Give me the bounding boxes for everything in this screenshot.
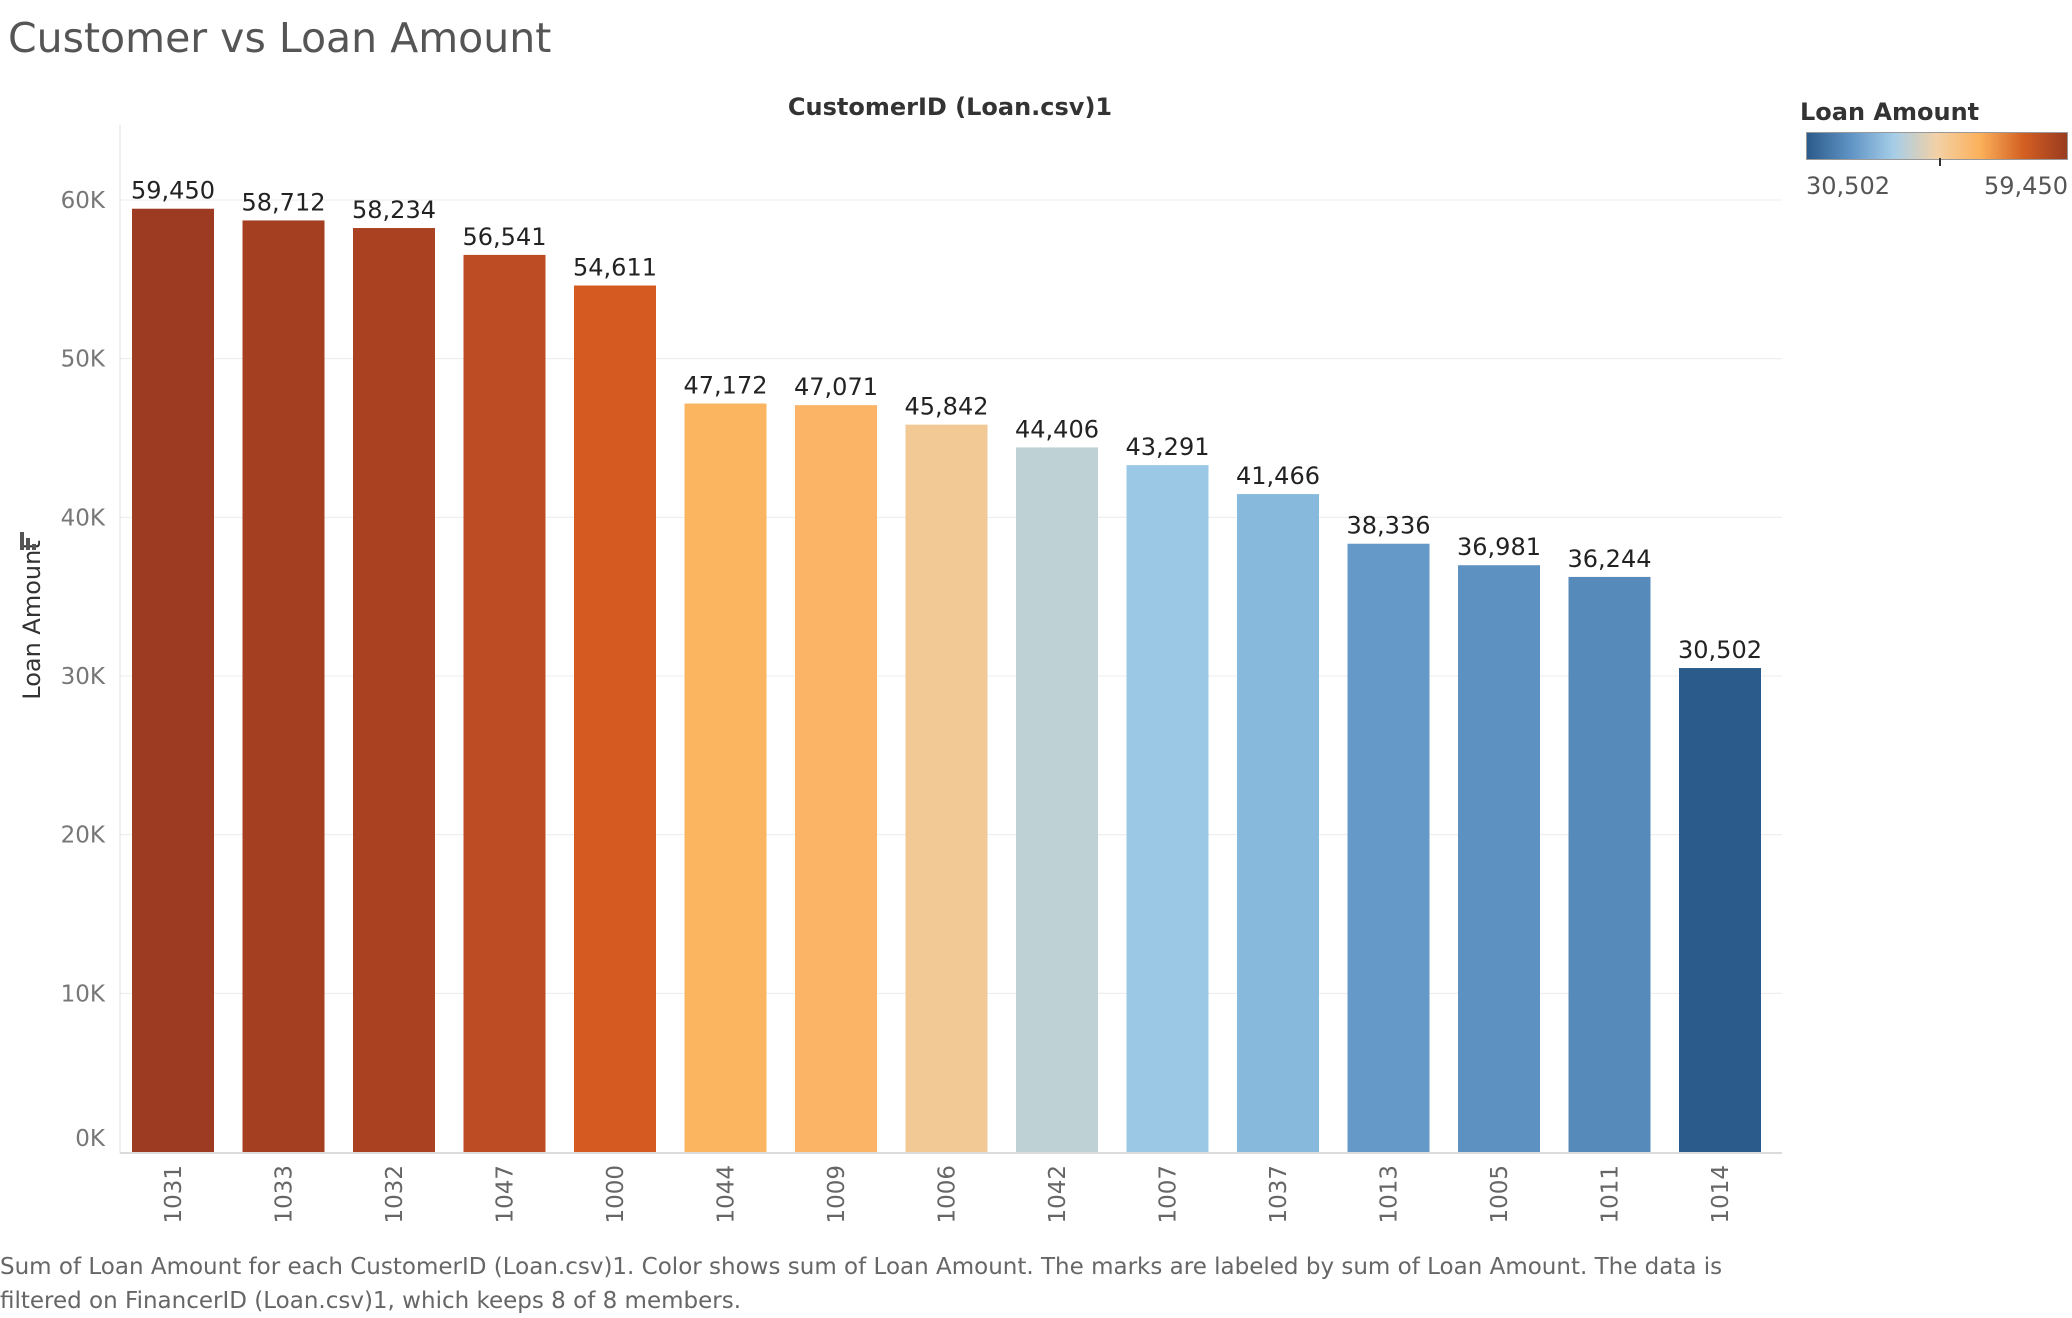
bar-1047[interactable] — [463, 254, 546, 1152]
x-tick-label: 1000 — [603, 1165, 629, 1224]
sort-icon[interactable] — [20, 532, 36, 550]
legend-max-label: 59,450 — [1984, 172, 2068, 200]
bar-value-label: 41,466 — [1236, 462, 1320, 490]
y-tick-label: 0K — [75, 1126, 106, 1152]
bar-value-label: 59,450 — [131, 177, 215, 205]
bar-1042[interactable] — [1016, 447, 1098, 1152]
chart-caption: Sum of Loan Amount for each CustomerID (… — [0, 1254, 1723, 1314]
bar-1009[interactable] — [795, 405, 877, 1152]
x-tick-label: 1032 — [382, 1165, 408, 1224]
x-tick-label: 1013 — [1377, 1165, 1403, 1224]
y-axis-label: Loan Amount — [18, 540, 46, 700]
x-tick-label: 1031 — [161, 1165, 187, 1224]
bar-value-label: 47,172 — [684, 372, 768, 400]
y-axis: 0K 10K 20K 30K 40K 50K 60K — [61, 125, 121, 1153]
x-axis: 1031 1033 1032 1047 1000 1044 1009 1006 1042 1007… — [120, 1152, 1782, 1224]
bar-value-label: 36,244 — [1568, 545, 1652, 573]
bar-value-label: 43,291 — [1126, 433, 1210, 461]
bar-value-label: 45,842 — [905, 393, 989, 421]
y-tick-label: 60K — [61, 188, 106, 214]
bar-value-label: 58,234 — [352, 196, 436, 224]
bar-1014[interactable] — [1679, 668, 1761, 1152]
x-tick-label: 1044 — [714, 1165, 740, 1224]
legend-title: Loan Amount — [1800, 98, 1980, 126]
y-tick-label: 40K — [61, 505, 106, 531]
bar-value-label: 47,071 — [794, 373, 878, 401]
y-tick-label: 20K — [61, 823, 106, 849]
legend-min-label: 30,502 — [1806, 172, 1890, 200]
x-tick-label: 1007 — [1156, 1165, 1182, 1224]
x-tick-label: 1014 — [1708, 1165, 1734, 1224]
bar-value-label: 56,541 — [463, 223, 547, 251]
bar-1000[interactable] — [574, 285, 656, 1152]
y-tick-label: 50K — [61, 347, 106, 373]
bars — [132, 208, 1761, 1153]
bar-1037[interactable] — [1237, 494, 1319, 1152]
x-tick-label: 1006 — [935, 1165, 961, 1224]
x-tick-label: 1011 — [1598, 1165, 1624, 1224]
bar-value-label: 44,406 — [1015, 415, 1099, 443]
bar-1033[interactable] — [242, 220, 325, 1152]
bar-1005[interactable] — [1458, 565, 1540, 1152]
bar-1011[interactable] — [1568, 576, 1651, 1152]
dashboard-title: Customer vs Loan Amount — [8, 14, 552, 62]
bar-value-label: 38,336 — [1347, 512, 1431, 540]
y-tick-label: 30K — [61, 664, 106, 690]
x-tick-label: 1009 — [824, 1165, 850, 1224]
bar-value-label: 58,712 — [242, 188, 326, 216]
x-tick-label: 1005 — [1487, 1165, 1513, 1224]
y-tick-label: 10K — [61, 981, 106, 1007]
bar-1006[interactable] — [905, 424, 988, 1152]
legend-color-ramp — [1806, 132, 2068, 160]
chart-title: CustomerID (Loan.csv)1 — [788, 93, 1112, 121]
bar-1013[interactable] — [1347, 543, 1430, 1152]
x-tick-label: 1047 — [493, 1165, 519, 1224]
data-labels: 59,450 58,712 58,234 56,541 54,611 47,172 47,0… — [131, 177, 1762, 664]
x-tick-label: 1042 — [1045, 1165, 1071, 1224]
bar-1032[interactable] — [353, 228, 435, 1153]
x-tick-label: 1037 — [1266, 1165, 1292, 1224]
x-tick-label: 1033 — [272, 1165, 298, 1224]
bar-value-label: 36,981 — [1457, 533, 1541, 561]
bar-1007[interactable] — [1126, 465, 1209, 1153]
bar-value-label: 54,611 — [573, 254, 657, 282]
bar-value-label: 30,502 — [1678, 636, 1762, 664]
legend-midpoint-tick — [1939, 158, 1941, 166]
bar-1044[interactable] — [684, 403, 767, 1152]
bar-1031[interactable] — [132, 208, 214, 1152]
